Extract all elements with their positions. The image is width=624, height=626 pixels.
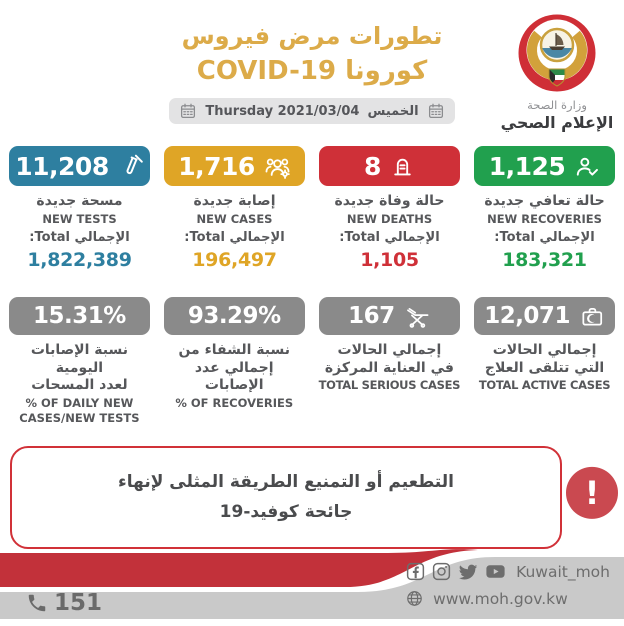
youtube-icon[interactable] [484,560,507,583]
new-tests-value: 11,208 [15,151,109,181]
new-deaths-badge: 8 [319,146,460,186]
new-tests-badge: 11,208 [9,146,150,186]
page-title: تطورات مرض فيروس كورونا COVID-19 [0,0,624,86]
moh-kuwait-logo: وزارة الصحة الإعلام الصحي [496,12,618,132]
daily-positive-rate-label-en: % OF DAILY NEW CASES/NEW TESTS [19,395,140,425]
new-cases-label-en: NEW CASES [196,211,273,226]
recovery-rate-value: 93.29% [187,303,281,330]
stat-card-new-recoveries: 1,125 حالة تعافي جديدة NEW RECOVERIES ال… [474,146,615,271]
new-deaths-total-label: الإجمالي Total: [339,230,440,246]
title-line2: كورونا COVID-19 [196,56,428,86]
test-tube-icon [118,153,144,179]
new-cases-label-ar: إصابة جديدة [193,193,276,209]
new-tests-total-value: 1,822,389 [27,249,132,272]
active-cases-label-ar: إجمالي الحالات التي تتلقى العلاج [484,342,605,376]
serious-cases-value: 167 [348,303,395,330]
globe-icon [407,591,422,606]
hotline-number: 151 [54,590,103,616]
serious-cases-badge: 167 [318,297,461,336]
new-recoveries-total-label: الإجمالي Total: [494,230,595,246]
phone-icon [28,594,46,612]
health-media-dept: الإعلام الصحي [500,113,614,132]
active-cases-value: 12,071 [484,303,570,330]
exclamation-icon: ! [566,467,618,520]
stat-card-recovery-rate: 93.29% نسبة الشفاء من إجمالي عدد الإصابا… [163,297,305,425]
recovery-rate-label-en: % OF RECOVERIES [175,395,294,410]
tombstone-icon [390,154,415,179]
date-weekday-arabic: الخميس [367,103,419,119]
active-cases-badge: 12,071 [474,297,615,336]
stat-card-serious-cases: 167 إجمالي الحالات في العناية المركزة TO… [318,297,461,425]
new-cases-badge: 1,716 [164,146,305,186]
daily-positive-rate-value: 15.31% [33,303,126,330]
new-recoveries-label-ar: حالة تعافي جديدة [484,193,605,209]
title-line1: تطورات مرض فيروس [181,22,443,50]
new-cases-total-value: 196,497 [192,249,277,272]
active-cases-label-en: TOTAL ACTIVE CASES [478,378,611,393]
new-tests-total-label: الإجمالي Total: [29,230,130,246]
stat-card-new-tests: 11,208 مسحة جديدة NEW TESTS الإجمالي Tot… [9,146,150,271]
recovery-rate-label-ar: نسبة الشفاء من إجمالي عدد الإصابات [178,342,290,394]
hotline: 151 [26,590,102,616]
serious-cases-label-ar: إجمالي الحالات في العناية المركزة [324,342,454,376]
footer: 151 Kuwait_moh [0,548,624,626]
date-english: Thursday 2021/03/04 [205,103,360,119]
vaccination-notice: التطعيم أو التمنيع الطريقة المثلى لإنهاء… [10,445,618,549]
daily-positive-rate-label-ar: نسبة الإصابات اليومية لعدد المسحات [30,342,128,394]
notice-text-line1: التطعيم أو التمنيع الطريقة المثلى لإنهاء [118,471,454,492]
instagram-icon[interactable] [431,561,452,582]
new-deaths-label-ar: حالة وفاة جديدة [334,193,445,209]
social-handle-row: Kuwait_moh [405,560,610,583]
new-deaths-label-en: NEW DEATHS [346,211,433,226]
new-deaths-value: 8 [364,151,381,181]
calendar-icon [428,103,443,119]
ministry-name: وزارة الصحة [527,98,587,112]
stat-card-new-cases: 1,716 إصابة جديدة NEW CASES الإ [164,146,305,271]
moh-emblem-icon [518,14,596,92]
new-recoveries-value: 1,125 [488,151,566,181]
daily-positive-rate-badge: 15.31% [9,297,150,336]
notice-text-line2: جائحة كوفيد-19 [219,502,353,523]
medical-bag-icon [579,303,605,329]
new-recoveries-label-en: NEW RECOVERIES [487,211,602,226]
new-tests-label-ar: مسحة جديدة [36,193,123,209]
person-check-icon [574,153,600,179]
notice-box: التطعيم أو التمنيع الطريقة المثلى لإنهاء… [10,445,562,549]
new-recoveries-total-value: 183,321 [502,249,587,272]
serious-cases-label-en: TOTAL SERIOUS CASES [318,378,461,393]
new-deaths-total-value: 1,105 [360,249,419,272]
stat-card-daily-positive-rate: 15.31% نسبة الإصابات اليومية لعدد المسحا… [9,297,150,425]
calendar-icon [181,103,196,119]
twitter-icon[interactable] [457,561,479,583]
stat-card-active-cases: 12,071 إجمالي الحالات التي تتلقى العلاج … [474,297,615,425]
new-tests-label-en: NEW TESTS [42,211,117,226]
people-group-icon [264,153,291,180]
new-cases-value: 1,716 [178,151,255,181]
stat-card-new-deaths: 8 حالة وفاة جديدة NEW DEATHS الإجمالي To… [319,146,460,271]
new-recoveries-badge: 1,125 [474,146,615,186]
facebook-icon[interactable] [405,561,426,582]
social-handle[interactable]: Kuwait_moh [516,562,610,581]
new-cases-total-label: الإجمالي Total: [184,230,285,246]
date-badge: Thursday 2021/03/04 الخميس [169,98,455,124]
website-url[interactable]: www.moh.gov.kw [433,589,568,608]
recovery-rate-badge: 93.29% [163,297,305,336]
website-row: www.moh.gov.kw [405,589,610,608]
hospital-bed-icon [404,303,431,330]
